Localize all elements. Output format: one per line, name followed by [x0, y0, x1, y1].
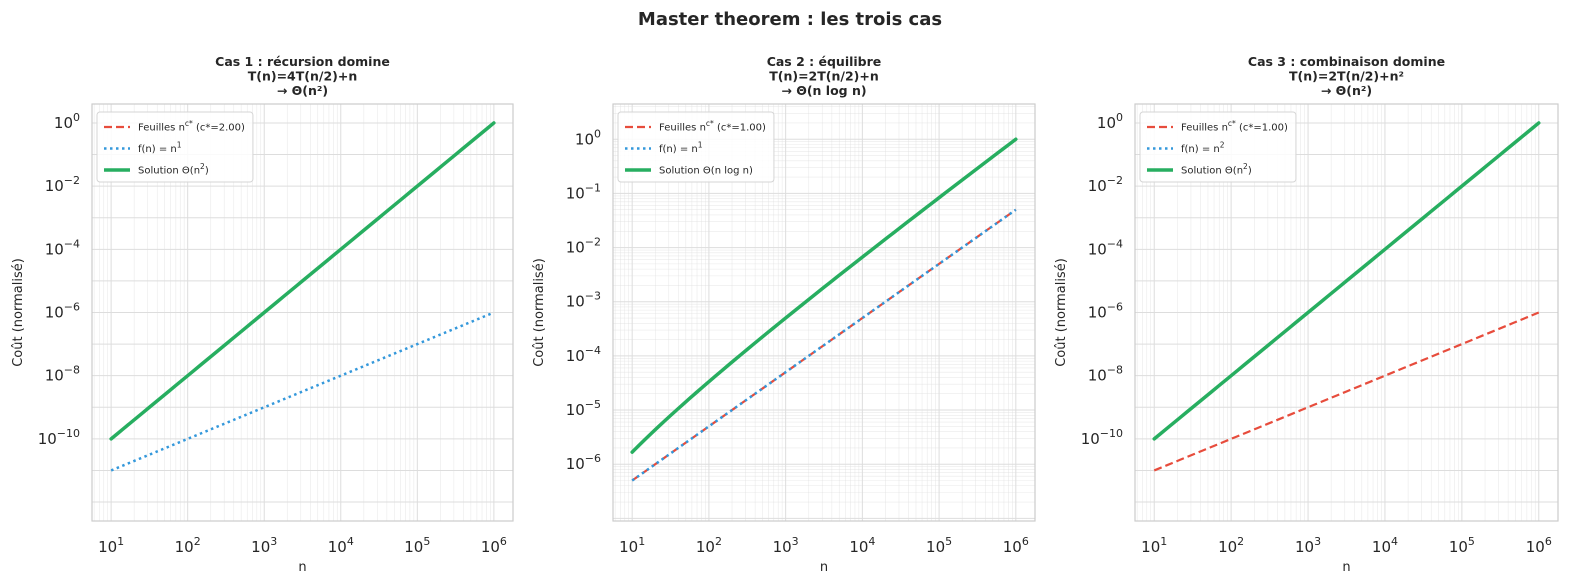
panel-title-line-2: T(n)=2T(n/2)+n: [769, 69, 879, 84]
y-axis-label: Coût (normalisé): [1054, 258, 1069, 367]
y-tick-label: 10−4: [1088, 237, 1123, 258]
x-tick-label: 101: [1141, 535, 1167, 556]
panel-title-line-3: → Θ(n²): [1321, 83, 1372, 98]
y-axis-label: Coût (normalisé): [11, 258, 26, 367]
legend-label-leaves: Feuilles nc* (c*=1.00): [659, 119, 766, 134]
x-tick-label: 103: [773, 535, 799, 556]
panel-title-line-3: → Θ(n²): [277, 83, 328, 98]
legend-label-leaves: Feuilles nc* (c*=2.00): [138, 119, 245, 134]
x-tick-label: 104: [328, 535, 354, 556]
y-tick-label: 10−1: [566, 181, 601, 202]
axes-frame: [1134, 103, 1559, 522]
panel-1: 101 102 103 104 105 106 10−10 10−8 10−6 10−4 10−2 1…: [11, 54, 514, 575]
x-tick-label: 103: [1295, 535, 1321, 556]
legend: Feuilles nc* (c*=1.00) f(n) = n1 Solution …: [617, 111, 775, 183]
y-tick-label: 10−2: [1088, 174, 1123, 195]
legend-label-solution: Solution Θ(n2): [138, 162, 209, 177]
x-tick-label: 102: [696, 535, 722, 556]
y-tick-label: 100: [1097, 111, 1123, 132]
x-tick-label: 104: [849, 535, 875, 556]
x-axis-label: n: [1342, 560, 1350, 575]
series-line-solution: [1152, 121, 1541, 441]
series-line-leaves: [1153, 311, 1540, 472]
x-tick-label: 101: [98, 535, 124, 556]
legend: Feuilles nc* (c*=1.00) f(n) = n2 Solution …: [1139, 111, 1297, 183]
legend-frame: [617, 111, 775, 183]
panel-title-line-3: → Θ(n log n): [781, 83, 866, 98]
axes-frame: [91, 103, 514, 522]
x-tick-label: 106: [1003, 535, 1029, 556]
x-tick-label: 106: [1526, 535, 1552, 556]
legend-frame: [96, 111, 254, 183]
y-tick-label: 10−2: [566, 236, 601, 257]
y-tick-label: 10−10: [1081, 427, 1123, 448]
x-tick-label: 102: [1218, 535, 1244, 556]
axes-frame: [612, 103, 1036, 522]
series-line-solution: [630, 137, 1018, 454]
x-tick-label: 105: [926, 535, 952, 556]
x-tick-label: 101: [619, 535, 645, 556]
series-line-solution: [109, 121, 496, 441]
y-tick-label: 10−3: [566, 290, 601, 311]
x-tick-label: 104: [1372, 535, 1398, 556]
panel-title-line-1: Cas 2 : équilibre: [767, 54, 882, 69]
legend-frame: [1139, 111, 1297, 183]
y-tick-label: 10−8: [1088, 364, 1123, 385]
y-tick-label: 10−6: [566, 452, 601, 473]
panel-3: 101 102 103 104 105 106 10−10 10−8 10−6 10−4 10−2 1…: [1054, 54, 1559, 575]
panel-title-line-1: Cas 1 : récursion domine: [215, 54, 390, 69]
y-tick-label: 10−5: [566, 398, 601, 419]
suptitle: Master theorem : les trois cas: [638, 9, 942, 30]
x-tick-label: 106: [481, 535, 507, 556]
y-tick-label: 100: [575, 127, 601, 148]
y-tick-label: 10−10: [38, 427, 80, 448]
panel-2: 101 102 103 104 105 106 10−6 10−5 10−4 10−3 10−2 10…: [532, 54, 1036, 575]
x-tick-label: 102: [175, 535, 201, 556]
series-line-fn: [631, 208, 1017, 482]
legend-label-fn: f(n) = n1: [138, 141, 182, 156]
y-tick-label: 10−6: [45, 301, 80, 322]
legend-label-leaves: Feuilles nc* (c*=1.00): [1181, 119, 1288, 134]
y-tick-label: 10−6: [1088, 301, 1123, 322]
x-axis-label: n: [298, 560, 306, 575]
x-tick-label: 105: [1449, 535, 1475, 556]
legend-label-solution: Solution Θ(n log n): [659, 166, 753, 177]
panel-title-line-2: T(n)=4T(n/2)+n: [248, 69, 358, 84]
y-tick-label: 10−2: [45, 174, 80, 195]
legend-label-solution: Solution Θ(n2): [1181, 162, 1252, 177]
x-tick-label: 105: [404, 535, 430, 556]
legend-label-fn: f(n) = n2: [1181, 141, 1225, 156]
y-axis-label: Coût (normalisé): [532, 258, 547, 367]
panel-title-line-2: T(n)=2T(n/2)+n²: [1289, 69, 1404, 84]
legend-label-fn: f(n) = n1: [659, 141, 703, 156]
y-tick-label: 10−8: [45, 364, 80, 385]
y-tick-label: 10−4: [45, 237, 80, 258]
x-tick-label: 103: [251, 535, 277, 556]
y-tick-label: 100: [54, 111, 80, 132]
y-tick-label: 10−4: [566, 344, 601, 365]
legend: Feuilles nc* (c*=2.00) f(n) = n1 Solution …: [96, 111, 254, 183]
panel-title-line-1: Cas 3 : combinaison domine: [1248, 54, 1445, 69]
x-axis-label: n: [820, 560, 828, 575]
